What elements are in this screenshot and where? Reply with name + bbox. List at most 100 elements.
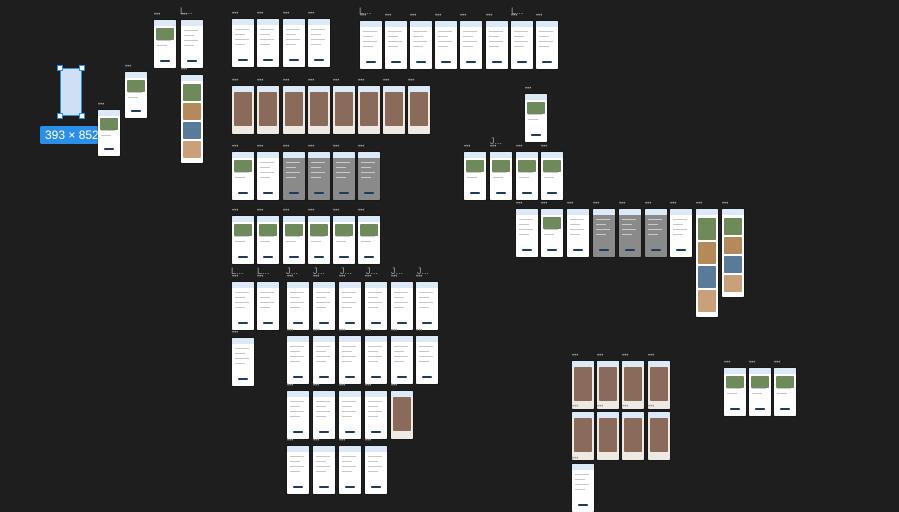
frame-title[interactable]: ••• [648, 353, 655, 359]
frame-title[interactable]: ••• [287, 438, 294, 444]
frame-title[interactable]: ••• [416, 328, 423, 334]
frame-title[interactable]: ••• [257, 11, 264, 17]
frame-title[interactable]: ••• [365, 383, 372, 389]
frame-title[interactable]: ••• [416, 274, 423, 280]
frame-title[interactable]: ••• [622, 353, 629, 359]
frame-title[interactable]: ••• [572, 456, 579, 462]
frame-title[interactable]: ••• [391, 383, 398, 389]
frame-title[interactable]: ••• [365, 328, 372, 334]
frame-title[interactable]: ••• [385, 13, 392, 19]
frame-title[interactable]: ••• [516, 201, 523, 207]
group-label[interactable]: J... [313, 266, 326, 276]
screen-frame[interactable] [232, 86, 254, 134]
screen-frame[interactable] [391, 336, 413, 384]
group-label[interactable]: J... [417, 266, 430, 276]
frame-title[interactable]: ••• [460, 13, 467, 19]
frame-title[interactable]: ••• [572, 404, 579, 410]
screen-frame[interactable] [516, 209, 538, 257]
screen-frame[interactable] [391, 282, 413, 330]
frame-title[interactable]: ••• [410, 13, 417, 19]
frame-title[interactable]: ••• [283, 78, 290, 84]
frame-title[interactable]: ••• [696, 201, 703, 207]
screen-frame[interactable] [283, 19, 305, 67]
screen-frame[interactable] [391, 391, 413, 439]
screen-frame[interactable] [257, 152, 279, 200]
screen-frame[interactable] [516, 152, 538, 200]
screen-frame[interactable] [670, 209, 692, 257]
frame-title[interactable]: ••• [181, 12, 188, 18]
frame-title[interactable]: ••• [333, 144, 340, 150]
frame-title[interactable]: ••• [283, 208, 290, 214]
frame-title[interactable]: ••• [360, 13, 367, 19]
screen-frame[interactable] [308, 152, 330, 200]
frame-title[interactable]: ••• [358, 78, 365, 84]
group-label[interactable]: L... [511, 6, 524, 16]
screen-frame[interactable] [339, 336, 361, 384]
screen-frame[interactable] [572, 361, 594, 409]
screen-frame[interactable] [490, 152, 512, 200]
screen-frame[interactable] [283, 86, 305, 134]
frame-title[interactable]: ••• [722, 201, 729, 207]
frame-title[interactable]: ••• [622, 404, 629, 410]
frame-title[interactable]: ••• [383, 78, 390, 84]
frame-title[interactable]: ••• [525, 86, 532, 92]
screen-frame[interactable] [287, 282, 309, 330]
frame-title[interactable]: ••• [358, 208, 365, 214]
screen-frame[interactable] [385, 21, 407, 69]
screen-frame[interactable] [572, 412, 594, 460]
frame-title[interactable]: ••• [464, 144, 471, 150]
screen-frame[interactable] [358, 86, 380, 134]
frame-title[interactable]: ••• [283, 11, 290, 17]
frame-title[interactable]: ••• [313, 328, 320, 334]
screen-frame[interactable] [358, 152, 380, 200]
screen-frame[interactable] [410, 21, 432, 69]
frame-title[interactable]: ••• [257, 274, 264, 280]
frame-title[interactable]: ••• [339, 383, 346, 389]
screen-frame[interactable] [572, 464, 594, 512]
screen-frame[interactable] [408, 86, 430, 134]
frame-title[interactable]: ••• [365, 274, 372, 280]
frame-title[interactable]: ••• [597, 404, 604, 410]
screen-frame[interactable] [619, 209, 641, 257]
group-label[interactable]: L... [231, 266, 244, 276]
screen-frame[interactable] [365, 282, 387, 330]
frame-title[interactable]: ••• [232, 208, 239, 214]
frame-title[interactable]: ••• [648, 404, 655, 410]
frame-title[interactable]: ••• [287, 328, 294, 334]
resize-handle[interactable] [57, 113, 63, 119]
screen-frame[interactable] [597, 412, 619, 460]
frame-title[interactable]: ••• [408, 78, 415, 84]
screen-frame[interactable] [525, 94, 547, 142]
group-label[interactable]: J... [366, 266, 379, 276]
group-label[interactable]: L... [359, 6, 372, 16]
frame-title[interactable]: ••• [232, 274, 239, 280]
frame-title[interactable]: ••• [365, 438, 372, 444]
resize-handle[interactable] [57, 65, 63, 71]
screen-frame[interactable] [722, 209, 744, 297]
screen-frame[interactable] [313, 391, 335, 439]
screen-frame[interactable] [283, 216, 305, 264]
frame-title[interactable]: ••• [567, 201, 574, 207]
frame-title[interactable]: ••• [287, 383, 294, 389]
screen-frame[interactable] [774, 368, 796, 416]
frame-title[interactable]: ••• [339, 438, 346, 444]
frame-title[interactable]: ••• [257, 208, 264, 214]
screen-frame[interactable] [232, 338, 254, 386]
frame-title[interactable]: ••• [572, 353, 579, 359]
screen-frame[interactable] [567, 209, 589, 257]
frame-title[interactable]: ••• [154, 12, 161, 18]
screen-frame[interactable] [416, 336, 438, 384]
screen-frame[interactable] [597, 361, 619, 409]
screen-frame[interactable] [435, 21, 457, 69]
frame-title[interactable]: ••• [308, 78, 315, 84]
frame-title[interactable]: ••• [313, 438, 320, 444]
frame-title[interactable]: ••• [232, 11, 239, 17]
screen-frame[interactable] [383, 86, 405, 134]
screen-frame[interactable] [333, 86, 355, 134]
frame-title[interactable]: ••• [313, 383, 320, 389]
frame-title[interactable]: ••• [516, 144, 523, 150]
screen-frame[interactable] [486, 21, 508, 69]
resize-handle[interactable] [79, 113, 85, 119]
screen-frame[interactable] [308, 19, 330, 67]
frame-title[interactable]: ••• [486, 13, 493, 19]
